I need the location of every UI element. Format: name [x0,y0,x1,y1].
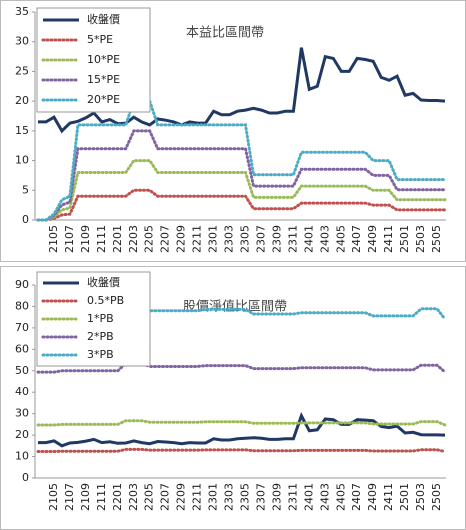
x-tick-label: 2205 [143,225,156,253]
x-tick-label: 2309 [270,225,283,253]
series-line [36,419,447,427]
legend-label: 20*PE [87,93,120,106]
x-tick-label: 2209 [175,483,188,511]
y-tick-label: 5 [22,183,29,196]
x-tick-label: 2211 [191,225,204,253]
x-tick-label: 2107 [63,483,76,511]
x-tick-label: 2211 [191,483,204,511]
legend-label: 3*PB [87,348,114,361]
x-tick-label: 2405 [334,225,347,253]
legend-label: 10*PE [87,53,120,66]
x-tick-label: 2503 [414,483,427,511]
series-line [36,362,447,374]
series-line [38,47,446,134]
y-tick-label: 70 [15,321,29,334]
y-tick-label: 10 [15,450,29,463]
x-tick-label: 2401 [302,483,315,511]
y-tick-label: 15 [15,124,29,137]
y-tick-label: 50 [15,364,29,377]
legend-label: 收盤價 [87,275,120,289]
x-tick-label: 2505 [430,225,443,253]
y-tick-label: 0 [22,213,29,226]
y-tick-label: 25 [15,64,29,77]
x-tick-label: 2401 [302,225,315,253]
y-tick-label: 10 [15,154,29,167]
legend-label: 5*PE [87,33,113,46]
x-tick-label: 2407 [350,483,363,511]
y-tick-label: 30 [15,407,29,420]
x-tick-label: 2405 [334,483,347,511]
x-tick-label: 2309 [270,483,283,511]
x-tick-label: 2109 [79,483,92,511]
x-tick-label: 2207 [159,483,172,511]
y-tick-label: 40 [15,385,29,398]
legend-label: 1*PB [87,312,114,325]
x-tick-label: 2501 [398,483,411,511]
x-tick-label: 2201 [111,483,124,511]
x-tick-label: 2305 [238,483,251,511]
x-tick-label: 2105 [47,483,60,511]
x-tick-label: 2501 [398,225,411,253]
x-tick-label: 2303 [223,483,236,511]
x-tick-label: 2301 [207,225,220,253]
x-tick-label: 2505 [430,483,443,511]
series-line [36,188,447,222]
x-tick-label: 2203 [127,483,140,511]
x-tick-label: 2307 [254,483,267,511]
series-line [36,129,447,222]
y-tick-label: 20 [15,94,29,107]
series-line [36,447,447,453]
x-tick-label: 2411 [382,225,395,253]
x-tick-label: 2207 [159,225,172,253]
x-tick-label: 2409 [366,225,379,253]
x-tick-label: 2301 [207,483,220,511]
x-tick-label: 2311 [286,225,299,253]
x-tick-label: 2111 [95,483,108,511]
legend-label: 收盤價 [87,12,120,26]
y-tick-label: 35 [15,5,29,18]
y-tick-label: 20 [15,428,29,441]
x-tick-label: 2203 [127,225,140,253]
legend: 收盤價 5*PE 10*PE 15*PE 20*PE [36,7,151,113]
y-tick-label: 0 [22,471,29,484]
x-tick-label: 2209 [175,225,188,253]
series-line [36,99,447,222]
x-tick-label: 2311 [286,483,299,511]
x-tick-label: 2111 [95,225,108,253]
y-tick-label: 90 [15,278,29,291]
x-tick-label: 2201 [111,225,124,253]
x-tick-label: 2403 [318,225,331,253]
x-tick-label: 2403 [318,483,331,511]
legend-label: 2*PB [87,330,114,343]
x-tick-label: 2107 [63,225,76,253]
x-tick-label: 2105 [47,225,60,253]
x-tick-label: 2303 [223,225,236,253]
x-tick-label: 2411 [382,483,395,511]
legend-label: 0.5*PB [87,294,124,307]
legend: 收盤價 0.5*PB 1*PB 2*PB 3*PB [36,271,151,367]
y-tick-label: 30 [15,35,29,48]
series-line [36,159,447,222]
x-tick-label: 2407 [350,225,363,253]
y-tick-label: 60 [15,342,29,355]
x-tick-label: 2307 [254,225,267,253]
chart-title: 股價淨值比區間帶 [183,299,287,315]
x-tick-label: 2409 [366,483,379,511]
chart-title: 本益比區間帶 [186,26,264,41]
x-tick-label: 2205 [143,483,156,511]
legend-label: 15*PE [87,73,120,86]
x-tick-label: 2109 [79,225,92,253]
y-tick-label: 80 [15,299,29,312]
x-tick-label: 2305 [238,225,251,253]
x-tick-label: 2503 [414,225,427,253]
